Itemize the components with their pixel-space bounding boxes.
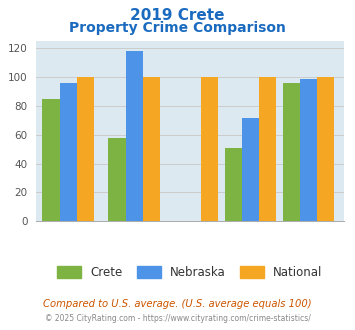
Legend: Crete, Nebraska, National: Crete, Nebraska, National (53, 261, 327, 283)
Text: © 2025 CityRating.com - https://www.cityrating.com/crime-statistics/: © 2025 CityRating.com - https://www.city… (45, 314, 310, 323)
Bar (77, 77, 94, 221)
Text: Property Crime Comparison: Property Crime Comparison (69, 21, 286, 35)
Bar (43, 99, 60, 221)
Bar (283, 83, 300, 221)
Bar (300, 79, 317, 221)
Bar (126, 51, 143, 221)
Bar (317, 77, 334, 221)
Bar (201, 77, 218, 221)
Bar (259, 77, 276, 221)
Text: 2019 Crete: 2019 Crete (130, 8, 225, 23)
Bar (242, 117, 259, 221)
Bar (143, 77, 160, 221)
Text: Compared to U.S. average. (U.S. average equals 100): Compared to U.S. average. (U.S. average … (43, 299, 312, 309)
Bar (60, 83, 77, 221)
Bar (225, 148, 242, 221)
Bar (108, 138, 126, 221)
